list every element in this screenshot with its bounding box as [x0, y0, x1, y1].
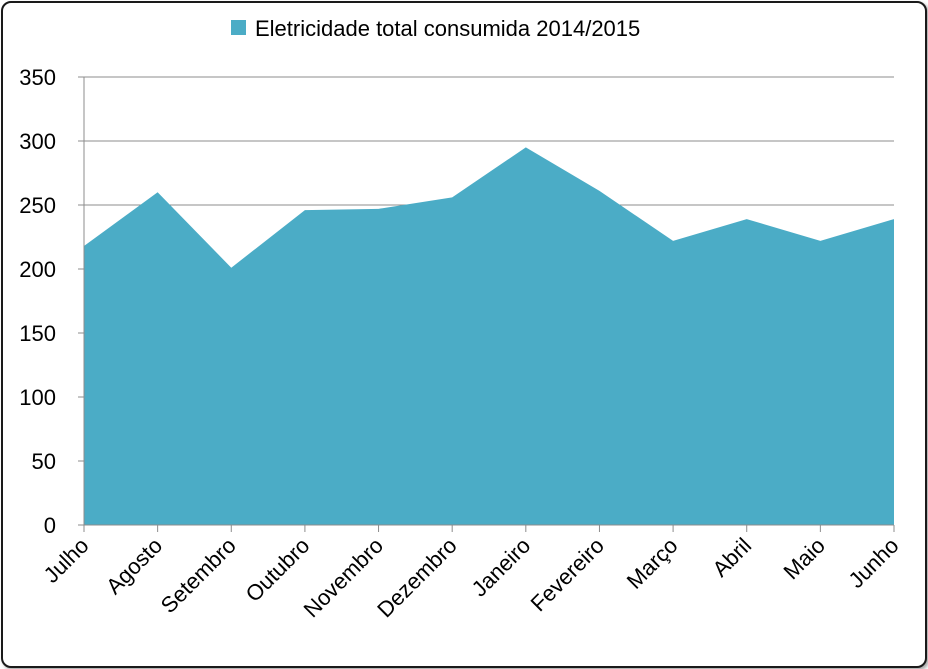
x-tick-label: Fevereiro — [526, 533, 609, 616]
x-tick-label: Junho — [843, 533, 903, 593]
y-tick-label: 300 — [19, 129, 56, 154]
legend-swatch — [231, 20, 246, 35]
y-tick-label: 150 — [19, 321, 56, 346]
series-area — [84, 147, 894, 525]
y-tick-label: 0 — [44, 513, 56, 538]
x-tick-label: Dezembro — [372, 533, 461, 622]
x-tick-label: Janeiro — [467, 533, 536, 602]
x-tick-label: Março — [622, 533, 683, 594]
x-tick-label: Setembro — [156, 533, 241, 618]
legend-label: Eletricidade total consumida 2014/2015 — [255, 16, 640, 41]
legend: Eletricidade total consumida 2014/2015 — [231, 16, 640, 41]
y-axis-labels: 0 50 100 150 200 250 300 350 — [19, 65, 56, 538]
x-tick-label: Novembro — [299, 533, 388, 622]
y-tick-label: 100 — [19, 385, 56, 410]
y-tick-label: 50 — [32, 449, 56, 474]
x-tick-label: Agosto — [101, 533, 167, 599]
x-tick-label: Outubro — [241, 533, 315, 607]
y-tick-label: 350 — [19, 65, 56, 90]
x-tick-label: Maio — [779, 533, 830, 584]
y-tick-label: 250 — [19, 193, 56, 218]
x-tick-label: Julho — [39, 533, 94, 588]
x-tick-label: Abril — [707, 533, 756, 582]
y-tick-label: 200 — [19, 257, 56, 282]
axes — [83, 77, 895, 532]
